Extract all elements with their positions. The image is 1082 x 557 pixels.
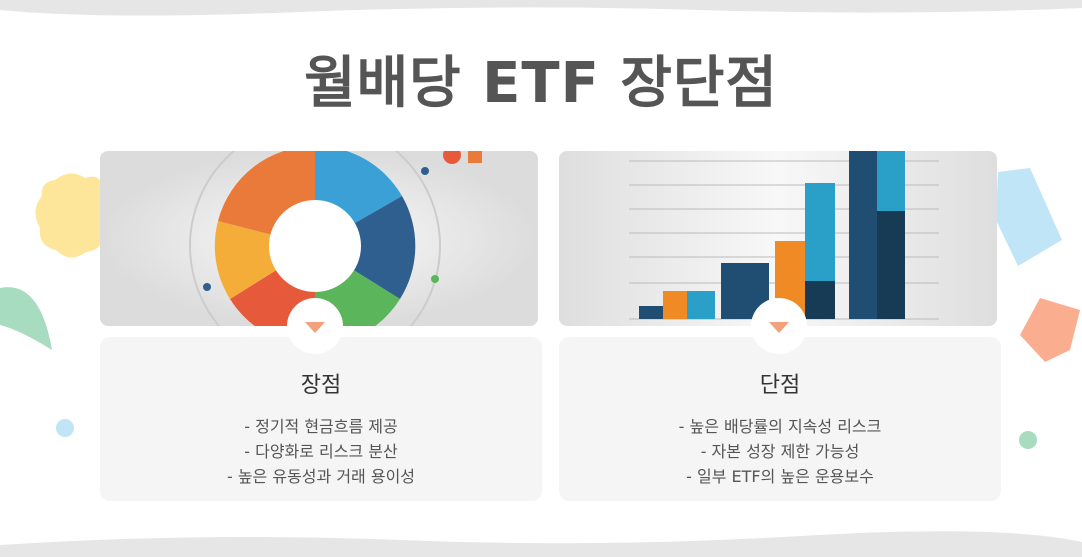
card-title: 단점 bbox=[759, 373, 801, 398]
page-title: 월배당 ETF 장단점 bbox=[304, 51, 778, 116]
blob-blue bbox=[996, 168, 1062, 266]
card-item: - 높은 배당률의 지속성 리스크 bbox=[678, 417, 882, 436]
cons-card: 단점 - 높은 배당률의 지속성 리스크 - 자본 성장 제한 가능성 - 일부… bbox=[559, 337, 1001, 501]
card-item: - 일부 ETF의 높은 운용보수 bbox=[686, 467, 874, 486]
card-item: - 높은 유동성과 거래 용이성 bbox=[226, 467, 416, 486]
dot-blue bbox=[56, 419, 74, 437]
blob-green bbox=[0, 287, 52, 350]
card-item: - 다양화로 리스크 분산 bbox=[244, 442, 398, 461]
pie-illustration bbox=[100, 151, 538, 326]
badge bbox=[287, 298, 343, 354]
badge bbox=[751, 298, 807, 354]
card-title: 장점 bbox=[300, 373, 342, 398]
card-item: - 정기적 현금흐름 제공 bbox=[244, 417, 398, 436]
torn-edge-bottom bbox=[0, 531, 1082, 557]
torn-edge-top bbox=[0, 0, 1082, 16]
blob-salmon bbox=[1020, 298, 1080, 362]
dot-green bbox=[1019, 431, 1037, 449]
bar-illustration bbox=[559, 151, 997, 326]
pros-card: 장점 - 정기적 현금흐름 제공 - 다양화로 리스크 분산 - 높은 유동성과… bbox=[100, 337, 542, 501]
card-item: - 자본 성장 제한 가능성 bbox=[700, 442, 860, 461]
blob-yellow bbox=[35, 173, 108, 258]
